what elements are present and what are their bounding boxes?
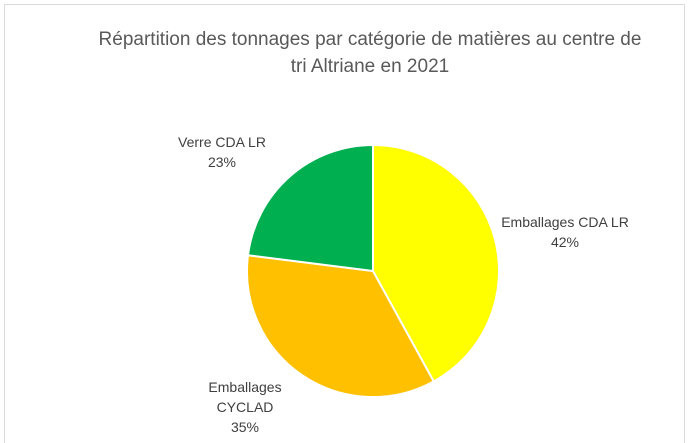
pie-slice [246,254,436,398]
slice-value: 23% [207,154,237,170]
slice-category: Emballages CDA LR [501,214,629,230]
slice-label: Emballages CDA LR 42% [500,212,630,252]
slice-label: Emballages CYCLAD 35% [195,377,295,437]
chart-border [4,4,685,443]
pie-slice [372,143,500,383]
slice-category: Emballages CYCLAD [208,379,282,415]
pie-slice [246,143,374,273]
slice-value: 35% [230,419,260,435]
slice-value: 42% [550,234,580,250]
slice-label: Verre CDA LR 23% [162,132,282,172]
slice-category: Verre CDA LR [178,134,266,150]
chart-title: Répartition des tonnages par catégorie d… [98,29,642,77]
